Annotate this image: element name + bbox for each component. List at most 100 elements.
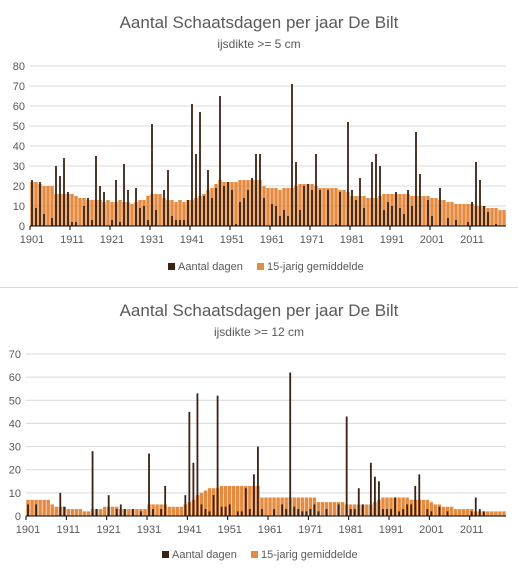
daily-bar	[351, 190, 353, 226]
daily-bar	[196, 393, 199, 516]
daily-bar	[279, 216, 281, 226]
avg-bar	[366, 198, 370, 226]
daily-bar	[395, 192, 397, 226]
daily-bar	[192, 462, 195, 516]
avg-bar	[240, 485, 244, 516]
avg-bar	[449, 506, 454, 516]
daily-bar	[227, 182, 229, 226]
daily-bar	[309, 509, 312, 516]
daily-bar	[179, 220, 181, 226]
chart-subtitle: ijsdikte >= 5 cm	[217, 37, 300, 51]
daily-bar	[204, 509, 207, 516]
daily-bar	[243, 198, 245, 226]
daily-bar	[430, 511, 433, 516]
x-tick-label: 1961	[260, 234, 284, 246]
legend-swatch-avg	[257, 263, 264, 270]
daily-bar	[427, 200, 429, 226]
daily-bar	[403, 214, 405, 226]
daily-bar	[200, 504, 203, 516]
daily-bar	[207, 170, 209, 226]
daily-bar	[299, 210, 301, 226]
y-tick-label: 10	[13, 201, 25, 213]
avg-bar	[422, 196, 426, 226]
y-tick-label: 50	[13, 121, 25, 133]
avg-bar	[284, 497, 288, 516]
daily-bar	[244, 488, 247, 516]
avg-bar	[74, 196, 78, 226]
avg-bar	[494, 208, 498, 226]
daily-bar	[95, 156, 97, 226]
avg-bar	[490, 511, 494, 516]
daily-bar	[319, 190, 321, 226]
daily-bar	[152, 509, 154, 516]
daily-bar	[307, 184, 309, 226]
avg-bar	[425, 499, 430, 516]
avg-bar	[38, 499, 42, 516]
daily-bar	[418, 474, 421, 516]
daily-bar	[387, 202, 389, 226]
daily-bar	[317, 511, 320, 516]
daily-bar	[482, 511, 485, 516]
avg-bar	[266, 188, 270, 226]
daily-bar	[337, 504, 340, 516]
daily-bar	[271, 204, 273, 226]
x-tick-label: 1921	[100, 234, 124, 246]
daily-bar	[83, 206, 85, 226]
avg-bar	[458, 204, 462, 226]
daily-bar	[379, 166, 381, 226]
avg-bar	[34, 182, 38, 226]
avg-bar	[82, 511, 87, 516]
legend: Aantal dagen 15-jarig gemiddelde	[168, 261, 364, 273]
daily-bar	[123, 509, 126, 516]
avg-bar	[322, 188, 326, 226]
daily-bar	[99, 186, 101, 226]
y-tick-label: 0	[19, 221, 25, 233]
daily-bar	[188, 411, 191, 516]
avg-bar	[182, 202, 186, 226]
daily-bar	[239, 202, 241, 226]
y-tick-label: 70	[9, 349, 21, 361]
daily-bar	[251, 178, 253, 226]
daily-bar	[355, 200, 357, 226]
x-tick-label: 1931	[137, 524, 161, 536]
daily-bar	[31, 180, 33, 226]
avg-bar	[130, 204, 134, 226]
daily-bar	[407, 190, 409, 226]
avg-bar	[332, 502, 337, 516]
avg-bar	[430, 198, 434, 226]
avg-bar	[330, 188, 334, 226]
daily-bar	[455, 220, 457, 226]
legend-swatch-avg	[251, 551, 258, 558]
x-tick-label: 1991	[380, 234, 404, 246]
daily-bar	[311, 190, 313, 226]
x-tick-label: 2011	[460, 524, 484, 536]
y-tick-label: 40	[9, 418, 21, 430]
x-tick-label: 2001	[420, 234, 444, 246]
avg-bar	[236, 485, 240, 516]
avg-bar	[316, 502, 321, 516]
daily-bar	[175, 220, 177, 226]
avg-bar	[462, 204, 466, 226]
daily-bar	[447, 218, 449, 226]
daily-bar	[361, 504, 364, 516]
daily-bar	[164, 485, 167, 516]
avg-bar	[324, 502, 329, 516]
daily-bar	[359, 178, 361, 226]
avg-bar	[498, 210, 502, 226]
daily-bar	[219, 96, 221, 226]
daily-bar	[402, 509, 405, 516]
daily-bar	[375, 154, 377, 226]
avg-bar	[441, 506, 446, 516]
daily-bar	[87, 198, 89, 226]
daily-bar	[386, 509, 388, 516]
y-tick-label: 20	[13, 181, 25, 193]
daily-bar	[115, 509, 118, 516]
avg-bar	[98, 509, 103, 516]
chart-panel-ice-5cm: Aantal Schaatsdagen per jaar De Bilt ijs…	[0, 0, 518, 284]
daily-bar	[446, 511, 449, 516]
avg-bar	[167, 506, 171, 516]
daily-bar	[35, 208, 37, 226]
daily-bar	[211, 198, 213, 226]
avg-bar	[127, 509, 131, 516]
daily-bar	[353, 509, 356, 516]
